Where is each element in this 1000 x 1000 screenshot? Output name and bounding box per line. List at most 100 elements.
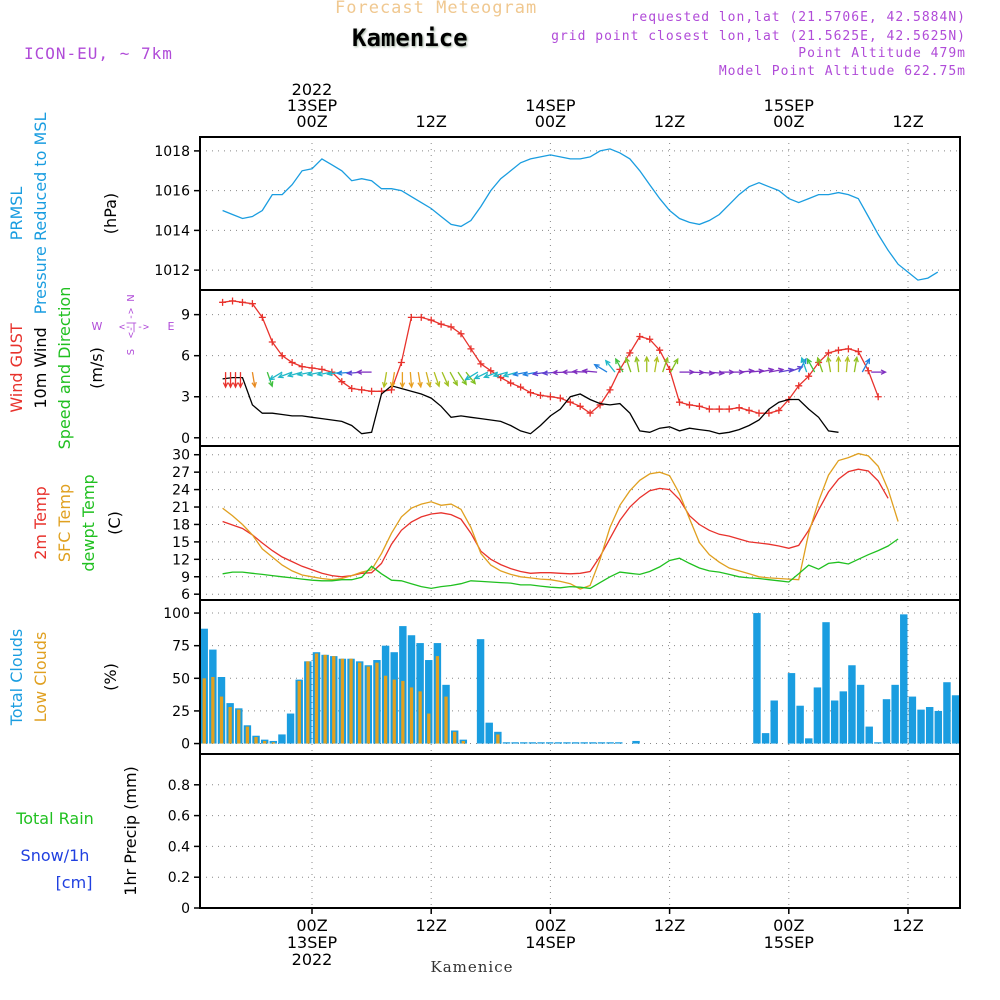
wind-barb-head [464,375,471,381]
series-line-prmsl [222,148,939,281]
wind-barb-head [222,382,229,389]
wind-barb [816,356,824,373]
total-cloud-bar [632,740,640,744]
wind-barb-head [492,372,499,378]
y-tick-label: 100 [163,606,190,622]
total-cloud-bar [537,742,545,744]
low-cloud-bar [211,677,215,744]
wind-barb-shaft [635,357,640,373]
low-cloud-bar [340,658,345,744]
total-cloud-bar [943,682,951,744]
series-line-dewpt-temp [222,538,899,590]
wind-barb-shaft [801,357,808,373]
wind-barb-shaft [251,371,256,387]
wind-barb-shaft [417,371,422,387]
wind-barb-head [286,372,294,378]
wind-barb-head [531,370,539,377]
wind-barb-shaft [615,358,624,373]
total-cloud-bar [900,614,908,744]
wind-barb-head [604,359,611,366]
gust-marker [805,372,813,380]
wind-barb-shaft [670,358,679,373]
panel-label: (C) [105,511,124,535]
gust-marker [268,338,276,346]
compass-s: S [126,349,137,355]
wind-barb-shaft [699,371,714,375]
total-cloud-bar [554,742,563,744]
low-cloud-bar [314,653,319,744]
wind-barb-head [382,381,388,389]
gust-marker [586,409,594,417]
wind-barb [465,371,477,385]
top-time-label: 13SEP [287,96,338,115]
wind-barb-shaft [806,358,816,373]
wind-barb-head [800,356,806,364]
total-cloud-bar [874,742,882,744]
wind-barb-head [443,380,449,388]
wind-barb [670,357,679,373]
panel-label: (m/s) [87,347,106,389]
wind-barb-head [634,355,640,363]
compass-rose: N S W E <-|-><-|-> [92,294,175,355]
wind-barb-shaft [278,371,293,378]
gust-marker [308,364,316,372]
wind-barb [653,355,660,373]
y-tick-label: 12 [172,552,190,568]
low-cloud-bar [254,737,258,744]
panel-label: Speed and Direction [55,287,74,450]
gust-marker [705,405,713,413]
top-time-label: 12Z [654,112,685,131]
gust-marker [219,298,227,306]
wind-barb-head [389,381,396,389]
panel-label: Pressure Reduced to MSL [31,112,50,314]
wind-barb [441,371,449,388]
gust-marker [467,345,475,353]
gust-marker [646,335,654,343]
low-cloud-bar [461,740,465,744]
wind-barb-shaft [269,371,283,381]
top-time-label: 15SEP [764,96,815,115]
wind-barb-shaft [441,371,449,386]
gust-marker [656,346,664,354]
wind-barb [355,369,372,375]
top-time-label: 14SEP [525,96,576,115]
wind-barb [604,359,616,373]
wind-barb-head [844,355,851,363]
wind-barb-head [336,370,343,376]
low-cloud-bar [228,707,232,744]
low-cloud-bar [237,709,241,744]
compass-vertical: <-|-> [126,308,137,338]
wind-barb [826,355,832,373]
wind-barb-shaft [425,371,431,387]
top-time-label: 2022 [292,80,333,99]
gust-marker [527,389,535,397]
wind-barb-shaft [484,371,498,378]
wind-barb-shaft [297,371,313,376]
wind-barb-head [408,382,414,389]
wind-barb-head [512,371,519,377]
compass-w: W [92,320,103,333]
panel-label: Total Clouds [7,629,26,727]
bottom-time-label: 15SEP [764,933,815,952]
gust-marker [765,409,773,417]
panel-label: Total Rain [15,809,94,828]
gust-marker [437,320,445,328]
panel-label: (%) [101,663,120,691]
gust-marker [715,405,723,413]
gust-marker [596,401,604,409]
y-tick-label: 21 [172,500,190,516]
total-cloud-bar [882,699,891,744]
wind-barb [408,372,414,389]
total-cloud-bar [571,742,580,744]
panel-label: [cm] [56,873,93,892]
total-cloud-bar [917,709,925,744]
header-app-title: Forecast Meteogram [335,0,538,18]
wind-barb-shaft [817,357,824,373]
wind-barb [624,356,632,373]
panel-label: SFC Temp [55,484,74,562]
gust-marker [745,406,753,414]
wind-barb [512,371,528,377]
total-cloud-bar [796,705,804,744]
total-cloud-bar [528,742,537,744]
wind-barb [232,372,239,389]
